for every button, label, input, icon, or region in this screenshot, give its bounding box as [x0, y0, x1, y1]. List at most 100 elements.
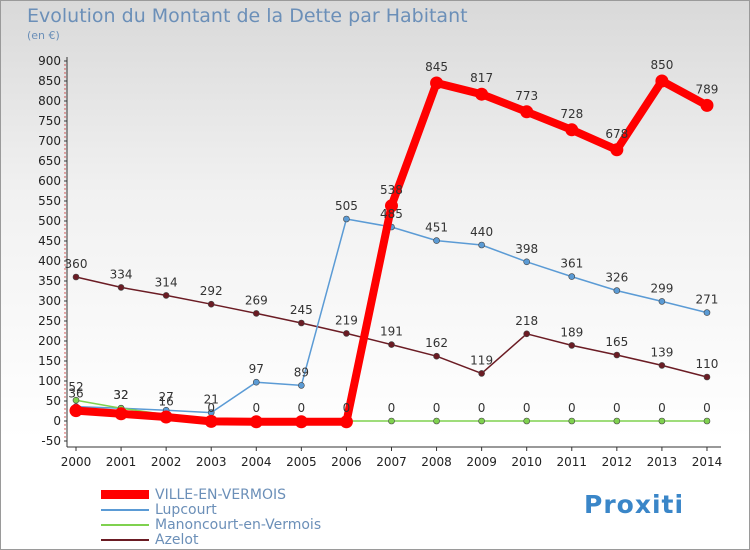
y-minor-tick — [64, 204, 66, 206]
data-label-manoncourt-en-vermois: 52 — [68, 380, 83, 394]
y-minor-tick — [64, 184, 66, 186]
data-label-lupcourt: 97 — [249, 362, 264, 376]
data-point-ville-en-vermois — [69, 404, 83, 418]
legend-item: Lupcourt — [101, 501, 321, 518]
x-tick-label: 2013 — [647, 455, 678, 469]
data-point-azelot — [568, 342, 576, 349]
x-tick-label: 2000 — [61, 455, 92, 469]
data-point-ville-en-vermois — [475, 87, 489, 101]
data-label-manoncourt-en-vermois: 0 — [343, 401, 351, 415]
y-minor-tick — [64, 316, 66, 318]
x-tick-label: 2009 — [466, 455, 497, 469]
data-label-manoncourt-en-vermois: 0 — [523, 401, 531, 415]
data-point-ville-en-vermois — [655, 74, 669, 88]
x-tick-label: 2006 — [331, 455, 362, 469]
y-tick-label: 350 — [38, 274, 61, 288]
data-point-lupcourt — [478, 241, 485, 249]
data-label-lupcourt: 485 — [380, 207, 403, 221]
y-tick-label: -50 — [41, 434, 61, 448]
data-point-manoncourt-en-vermois — [388, 417, 395, 425]
y-tick-label: 300 — [38, 294, 61, 308]
data-point-manoncourt-en-vermois — [658, 417, 666, 425]
y-tick-label: 0 — [53, 414, 61, 428]
y-tick-label: 900 — [38, 54, 61, 68]
data-label-azelot: 245 — [290, 303, 313, 317]
data-label-ville-en-vermois: 789 — [696, 82, 719, 96]
y-minor-tick — [64, 388, 66, 390]
y-tick-label: 550 — [38, 194, 61, 208]
data-point-ville-en-vermois — [159, 410, 173, 424]
data-point-manoncourt-en-vermois — [523, 417, 531, 425]
data-point-azelot — [117, 284, 125, 291]
data-label-lupcourt: 299 — [650, 281, 673, 295]
y-minor-tick — [64, 412, 66, 414]
y-minor-tick — [64, 136, 66, 138]
data-point-manoncourt-en-vermois — [433, 417, 440, 425]
y-tick-label: 50 — [46, 394, 61, 408]
y-minor-tick — [64, 416, 66, 418]
data-point-azelot — [388, 341, 395, 348]
data-point-ville-en-vermois — [700, 98, 714, 112]
y-tick-label: 500 — [38, 214, 61, 228]
data-point-ville-en-vermois — [339, 415, 353, 429]
data-label-azelot: 139 — [650, 345, 673, 359]
y-minor-tick — [64, 228, 66, 230]
y-minor-tick — [64, 84, 66, 86]
y-minor-tick — [64, 72, 66, 74]
y-minor-tick — [64, 176, 66, 178]
x-tick-label: 2012 — [602, 455, 633, 469]
y-minor-tick — [64, 356, 66, 358]
y-minor-tick — [64, 76, 66, 78]
y-minor-tick — [64, 328, 66, 330]
y-minor-tick — [64, 352, 66, 354]
data-label-manoncourt-en-vermois: 0 — [703, 401, 711, 415]
data-point-manoncourt-en-vermois — [568, 417, 576, 425]
data-label-azelot: 162 — [425, 336, 448, 350]
x-tick-label: 2014 — [692, 455, 723, 469]
data-label-ville-en-vermois: 817 — [470, 71, 493, 85]
y-tick-label: 100 — [38, 374, 61, 388]
y-minor-tick — [64, 64, 66, 66]
y-minor-tick — [64, 404, 66, 406]
data-label-manoncourt-en-vermois: 32 — [113, 388, 128, 402]
legend: VILLE-EN-VERMOIS Lupcourt Manoncourt-en-… — [101, 486, 322, 548]
y-minor-tick — [64, 232, 66, 234]
y-tick-label: 750 — [38, 114, 61, 128]
y-minor-tick — [64, 244, 66, 246]
y-tick-label: 600 — [38, 174, 61, 188]
data-label-ville-en-vermois: 538 — [380, 183, 403, 197]
y-minor-tick — [64, 396, 66, 398]
legend-label: Azelot — [155, 531, 199, 548]
legend-swatch-ville-en-vermois — [101, 490, 149, 499]
legend-label: Lupcourt — [155, 501, 217, 518]
y-minor-tick — [64, 424, 66, 426]
y-minor-tick — [64, 128, 66, 130]
data-label-lupcourt: 398 — [515, 242, 538, 256]
data-point-azelot — [433, 352, 440, 360]
y-minor-tick — [64, 108, 66, 110]
data-label-manoncourt-en-vermois: 16 — [158, 395, 173, 409]
data-label-lupcourt: 440 — [470, 225, 493, 239]
y-minor-tick — [64, 92, 66, 94]
x-tick-label: 2010 — [511, 455, 542, 469]
x-tick-label: 2007 — [376, 455, 407, 469]
legend-label: Manoncourt-en-Vermois — [155, 516, 322, 533]
data-label-azelot: 269 — [245, 293, 268, 307]
y-tick-label: 850 — [38, 74, 61, 88]
y-minor-tick — [64, 364, 66, 366]
y-minor-tick — [64, 372, 66, 374]
data-label-manoncourt-en-vermois: 0 — [388, 401, 396, 415]
y-minor-tick — [64, 132, 66, 134]
y-minor-tick — [64, 152, 66, 154]
data-label-manoncourt-en-vermois: 0 — [613, 401, 621, 415]
data-label-ville-en-vermois: 773 — [515, 89, 538, 103]
y-minor-tick — [64, 168, 66, 170]
data-label-lupcourt: 326 — [605, 271, 628, 285]
legend-label: VILLE-EN-VERMOIS — [155, 486, 287, 503]
data-label-ville-en-vermois: 845 — [425, 60, 448, 74]
y-minor-tick — [64, 104, 66, 106]
y-minor-tick — [64, 296, 66, 298]
data-label-lupcourt: 451 — [425, 221, 448, 235]
legend-swatch-lupcourt — [101, 508, 149, 511]
